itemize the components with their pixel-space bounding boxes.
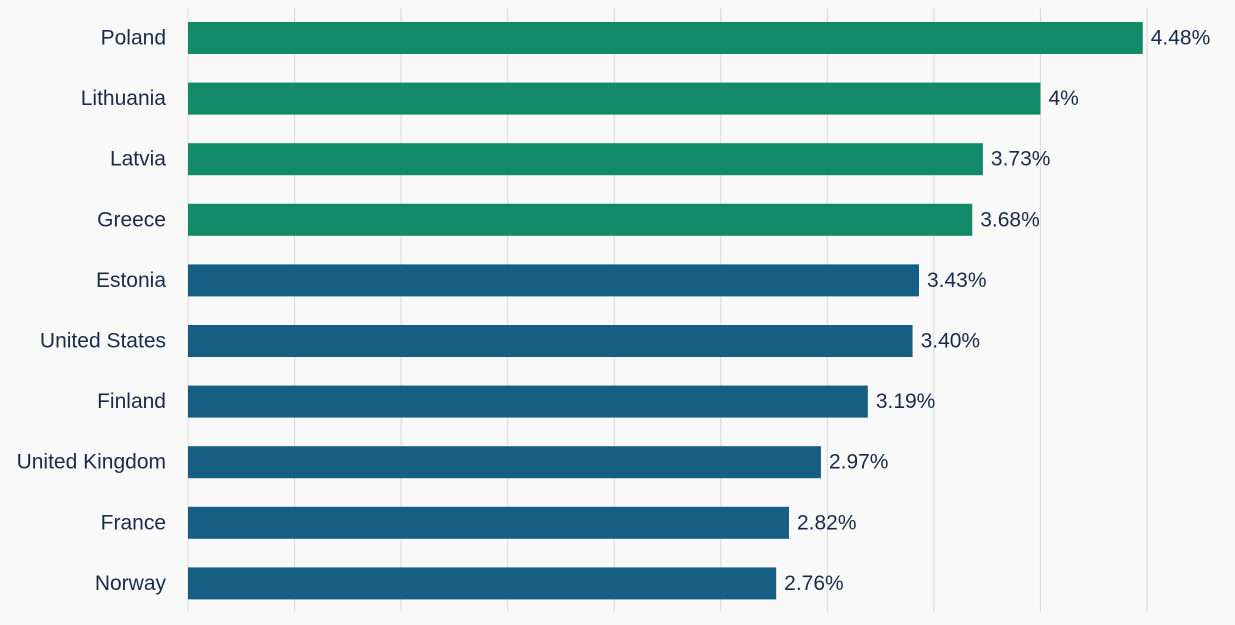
bar-united-kingdom xyxy=(188,446,821,479)
value-labels: 4.48% 4% 3.73% 3.68% 3.43% 3.40% 3.19% 2.97% 2.8… xyxy=(784,27,1210,595)
bar-greece xyxy=(188,203,973,236)
value-label: 3.73% xyxy=(991,148,1051,171)
value-label: 3.68% xyxy=(980,208,1040,231)
category-label: Poland xyxy=(101,27,166,50)
bars xyxy=(188,22,1143,600)
category-label: Norway xyxy=(95,572,167,595)
value-label: 3.40% xyxy=(921,330,981,353)
category-label: Estonia xyxy=(96,269,166,292)
value-label: 2.76% xyxy=(784,572,844,595)
bar-united-states xyxy=(188,325,913,357)
category-label: France xyxy=(101,511,166,534)
value-label: 3.19% xyxy=(876,390,936,413)
value-label: 2.97% xyxy=(829,451,889,474)
bar-finland xyxy=(188,385,868,418)
category-label: United States xyxy=(40,330,166,353)
value-label: 4.48% xyxy=(1151,27,1211,50)
value-label: 3.43% xyxy=(927,269,987,292)
category-label: Greece xyxy=(97,208,166,231)
bar-estonia xyxy=(188,264,919,297)
value-label: 4% xyxy=(1048,87,1078,110)
category-labels: Poland Lithuania Latvia Greece Estonia United… xyxy=(17,27,167,595)
bar-france xyxy=(188,506,789,539)
category-label: Finland xyxy=(97,390,166,413)
value-label: 2.82% xyxy=(797,511,857,534)
category-label: Latvia xyxy=(110,148,166,171)
bar-lithuania xyxy=(188,82,1041,115)
bar-poland xyxy=(188,22,1143,54)
bar-norway xyxy=(188,567,777,600)
bar-latvia xyxy=(188,143,983,176)
category-label: United Kingdom xyxy=(17,451,166,474)
category-label: Lithuania xyxy=(81,87,167,110)
